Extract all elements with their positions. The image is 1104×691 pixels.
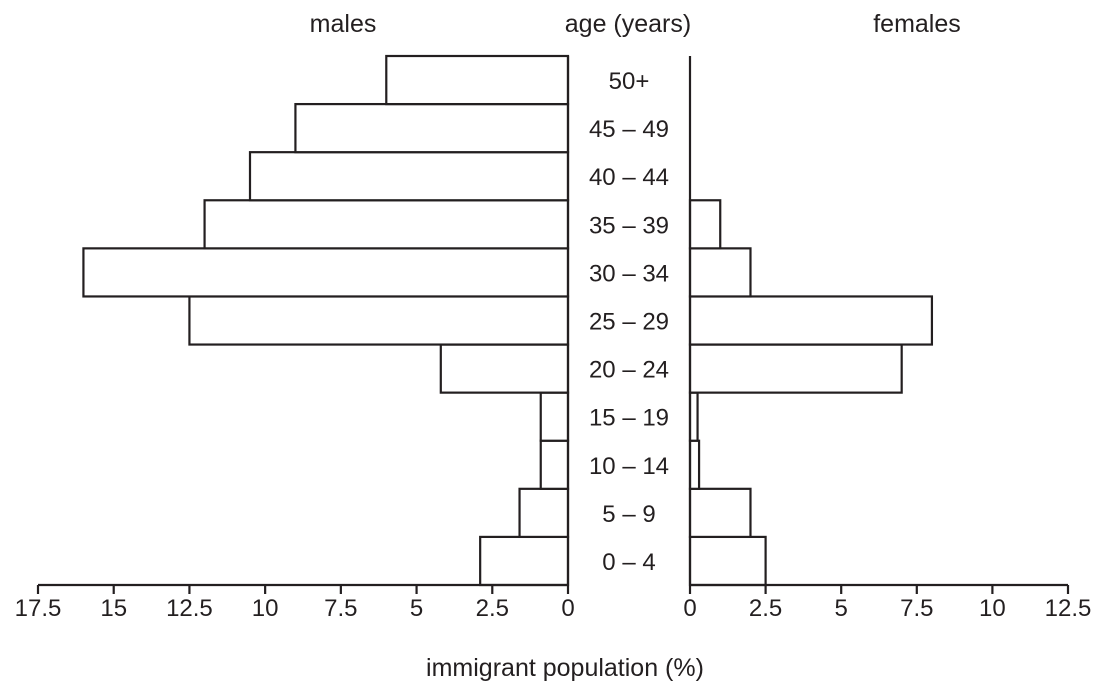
- age-label-45–49: 45 – 49: [589, 116, 669, 143]
- age-label-25–29: 25 – 29: [589, 309, 669, 336]
- age-label-15–19: 15 – 19: [589, 405, 669, 432]
- bar-males-35–39: [203, 199, 570, 250]
- bar-females-30–34: [688, 247, 752, 298]
- males-ticks-group: 17.5 15 12.5 10 7.5 5 2.5 0: [15, 585, 575, 622]
- females-tick-label-10: 10: [979, 595, 1006, 622]
- females-tick-label-2.5: 2.5: [749, 595, 782, 622]
- age-label-5–9: 5 – 9: [602, 501, 655, 528]
- bar-females-5–9: [688, 487, 752, 539]
- bar-females-20–24: [688, 343, 903, 394]
- bar-males-25–29: [188, 295, 570, 346]
- males-bars-group: [82, 54, 570, 587]
- bar-males-50+: [385, 54, 570, 106]
- males-tick-label-17.5: 17.5: [15, 595, 62, 622]
- males-tick-label-0: 0: [561, 595, 574, 622]
- males-tick-label-7.5: 7.5: [324, 595, 357, 622]
- bar-males-45–49: [294, 102, 570, 154]
- males-tick-label-12.5: 12.5: [166, 595, 213, 622]
- females-tick-label-0: 0: [683, 595, 696, 622]
- males-tick-label-2.5: 2.5: [476, 595, 509, 622]
- bar-males-15–19: [539, 391, 570, 442]
- age-label-30–34: 30 – 34: [589, 260, 669, 287]
- age-label-40–44: 40 – 44: [589, 164, 669, 191]
- age-header: age (years): [565, 10, 691, 38]
- females-tick-label-7.5: 7.5: [900, 595, 933, 622]
- bar-females-25–29: [688, 295, 934, 346]
- males-tick-label-15: 15: [100, 595, 127, 622]
- males-tick-label-10: 10: [252, 595, 279, 622]
- females-ticks-group: 0 2.5 5 7.5 10 12.5: [683, 585, 1091, 622]
- age-label-35–39: 35 – 39: [589, 212, 669, 239]
- bar-males-5–9: [518, 487, 570, 539]
- bar-females-0–4: [688, 535, 767, 587]
- bar-females-35–39: [688, 199, 722, 250]
- females-tick-label-12.5: 12.5: [1045, 595, 1092, 622]
- bar-males-30–34: [82, 247, 570, 298]
- bar-males-40–44: [248, 151, 570, 202]
- females-bars-group: [688, 199, 934, 587]
- age-label-50+: 50+: [609, 68, 650, 95]
- females-header: females: [873, 10, 961, 38]
- females-tick-label-5: 5: [835, 595, 848, 622]
- age-labels-group: 0 – 4 5 – 9 10 – 14 15 – 19 20 – 24 25 – 29 30…: [589, 68, 669, 576]
- age-label-0–4: 0 – 4: [602, 549, 655, 576]
- age-label-10–14: 10 – 14: [589, 453, 669, 480]
- males-tick-label-5: 5: [410, 595, 423, 622]
- age-label-20–24: 20 – 24: [589, 357, 669, 384]
- bar-males-20–24: [439, 343, 570, 394]
- bar-females-15–19: [688, 391, 699, 442]
- bar-females-10–14: [688, 439, 701, 490]
- bar-males-10–14: [539, 439, 570, 490]
- bar-males-0–4: [479, 535, 570, 587]
- males-header: males: [310, 10, 377, 38]
- x-axis-label: immigrant population (%): [426, 654, 704, 682]
